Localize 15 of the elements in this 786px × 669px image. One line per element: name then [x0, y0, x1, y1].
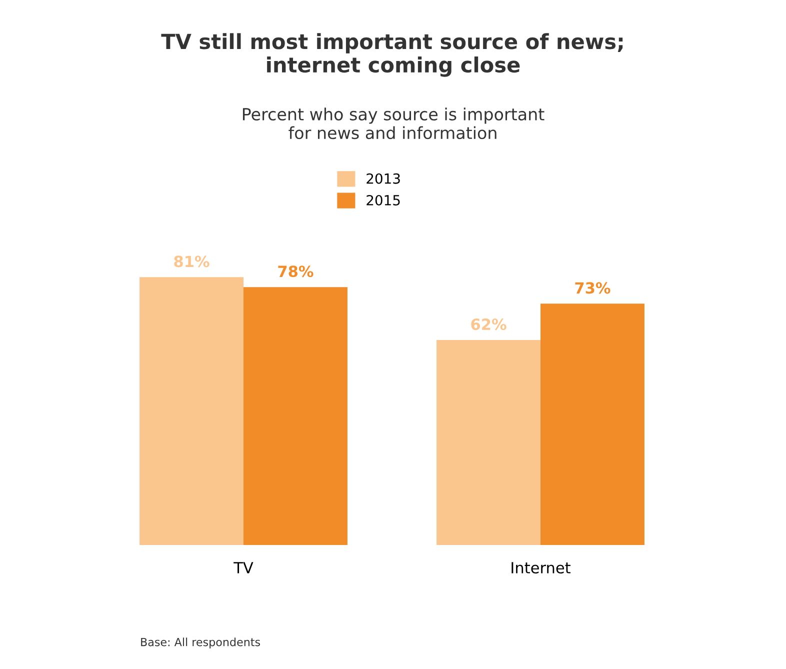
legend-label: 2015 — [366, 194, 400, 206]
text: Base: All respondents — [141, 638, 260, 648]
chart-subtitle: Percent who say source is important for news and information — [242, 108, 544, 140]
bar — [244, 287, 348, 545]
bar — [540, 304, 644, 545]
data-label: 62% — [471, 318, 506, 330]
x-tick-label: Internet — [512, 562, 570, 574]
legend-label: 2013 — [366, 173, 400, 184]
data-label: 81% — [174, 256, 210, 268]
data-label: 73% — [575, 282, 610, 294]
bar — [140, 277, 244, 545]
data-label: 78% — [278, 266, 314, 278]
bar — [436, 340, 540, 545]
chart-title: TV still most important source of news; internet coming close — [161, 33, 623, 77]
x-tick-label: TV — [234, 562, 254, 574]
